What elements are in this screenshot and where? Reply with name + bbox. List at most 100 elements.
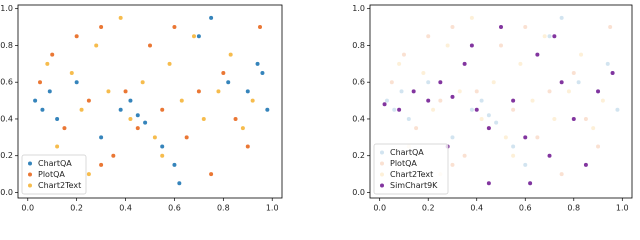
legend-marker bbox=[28, 183, 32, 188]
point bbox=[245, 89, 250, 94]
point bbox=[583, 116, 588, 121]
point bbox=[50, 52, 55, 57]
point bbox=[99, 25, 104, 30]
point bbox=[233, 116, 238, 121]
point bbox=[135, 126, 140, 131]
legend-label: ChartQA bbox=[38, 159, 72, 168]
x-tick-label: 0.0 bbox=[373, 204, 386, 213]
point bbox=[450, 25, 455, 30]
point bbox=[389, 80, 394, 85]
point bbox=[167, 61, 172, 66]
legend-label: PlotQA bbox=[38, 170, 65, 179]
point bbox=[547, 89, 552, 94]
x-tick-label: 0.2 bbox=[422, 204, 435, 213]
point bbox=[140, 80, 145, 85]
point bbox=[559, 172, 564, 177]
x-tick-label: 1.0 bbox=[266, 204, 279, 213]
point bbox=[469, 15, 474, 20]
point bbox=[55, 116, 60, 121]
point bbox=[583, 162, 588, 167]
point bbox=[226, 80, 231, 85]
x-tick-label: 0.2 bbox=[70, 204, 83, 213]
legend-box bbox=[373, 143, 449, 195]
point bbox=[209, 172, 214, 177]
point bbox=[152, 135, 157, 140]
point bbox=[518, 61, 523, 66]
x-tick-label: 0.8 bbox=[217, 204, 230, 213]
point bbox=[172, 162, 177, 167]
point bbox=[79, 107, 84, 112]
point bbox=[528, 181, 533, 186]
legend-marker bbox=[380, 183, 384, 188]
point bbox=[547, 34, 552, 39]
point bbox=[99, 162, 104, 167]
legend-label: SimChart9K bbox=[390, 181, 438, 190]
point bbox=[245, 144, 250, 149]
y-tick-label: 0.2 bbox=[352, 151, 365, 160]
x-tick-label: 0.6 bbox=[168, 204, 181, 213]
point bbox=[523, 25, 528, 30]
point bbox=[260, 71, 265, 76]
point bbox=[499, 43, 503, 48]
point bbox=[55, 144, 60, 149]
point bbox=[196, 34, 201, 39]
point bbox=[426, 80, 431, 85]
point bbox=[511, 153, 516, 158]
point bbox=[479, 116, 484, 121]
point bbox=[411, 89, 416, 94]
point bbox=[438, 98, 443, 103]
point bbox=[406, 116, 411, 121]
point bbox=[86, 172, 91, 177]
point bbox=[596, 144, 601, 149]
point bbox=[499, 25, 503, 30]
point bbox=[462, 61, 467, 66]
legend-label: ChartQA bbox=[390, 148, 424, 157]
point bbox=[86, 98, 91, 103]
x-tick-label: 0.8 bbox=[567, 204, 580, 213]
point bbox=[576, 80, 581, 85]
point bbox=[450, 94, 455, 99]
panel: 0.0 0.2 0.4 0.6 0.8 1.0 0.0 0.2 0.4 0.6 0.8 1.0 Char… bbox=[0, 4, 283, 213]
axes-frame bbox=[17, 4, 283, 199]
point bbox=[216, 89, 221, 94]
point bbox=[184, 135, 189, 140]
point bbox=[69, 71, 74, 76]
figure: 0.0 0.2 0.4 0.6 0.8 1.0 0.0 0.2 0.4 0.6 0.8 1.0 Char… bbox=[0, 4, 633, 213]
legend-box bbox=[21, 154, 87, 195]
point bbox=[542, 34, 547, 39]
point bbox=[571, 71, 576, 76]
point bbox=[201, 116, 206, 121]
y-tick-label: 0.4 bbox=[0, 114, 13, 123]
point bbox=[491, 80, 496, 85]
point bbox=[462, 153, 467, 158]
legend-marker bbox=[28, 161, 32, 166]
point bbox=[118, 107, 123, 112]
point bbox=[118, 15, 123, 20]
point bbox=[47, 89, 52, 94]
point bbox=[486, 181, 491, 186]
point bbox=[450, 162, 455, 167]
point bbox=[600, 98, 605, 103]
y-tick-label: 0.8 bbox=[352, 41, 365, 50]
point bbox=[160, 107, 165, 112]
point bbox=[74, 80, 79, 85]
point bbox=[605, 61, 610, 66]
point bbox=[511, 107, 516, 112]
point bbox=[399, 89, 404, 94]
point bbox=[469, 43, 474, 48]
point bbox=[474, 107, 479, 112]
point bbox=[450, 135, 455, 140]
legend-marker bbox=[380, 161, 384, 166]
point bbox=[552, 34, 557, 39]
point bbox=[494, 120, 499, 125]
point bbox=[596, 89, 601, 94]
y-tick-label: 0.8 bbox=[0, 41, 13, 50]
point bbox=[535, 135, 540, 140]
point bbox=[177, 181, 182, 186]
point bbox=[511, 144, 516, 149]
point bbox=[486, 113, 491, 118]
point bbox=[397, 61, 402, 66]
point bbox=[426, 34, 431, 39]
y-tick-label: 0.0 bbox=[0, 188, 13, 197]
panel: 0.0 0.2 0.4 0.6 0.8 1.0 0.0 0.2 0.4 0.6 0.8 1.0 Char… bbox=[352, 4, 633, 213]
